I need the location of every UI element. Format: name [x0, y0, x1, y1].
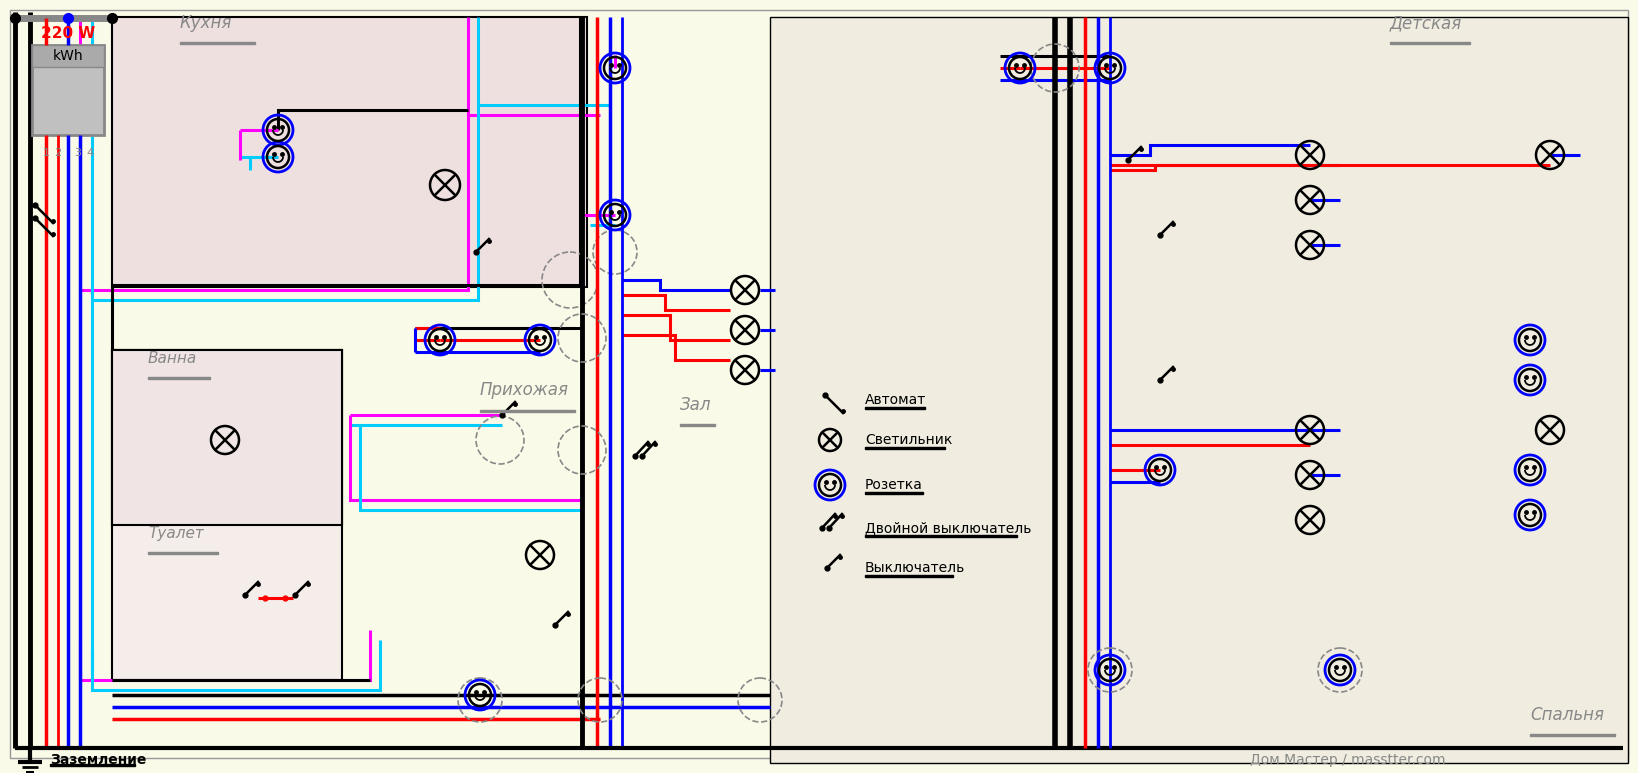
Text: Спальня: Спальня — [1530, 706, 1604, 724]
Text: Светильник: Светильник — [865, 433, 952, 447]
Bar — [180, 42, 256, 43]
Bar — [480, 410, 575, 411]
Text: Розетка: Розетка — [865, 478, 922, 492]
Text: Автомат: Автомат — [865, 393, 925, 407]
Bar — [865, 492, 922, 493]
Text: Прихожая: Прихожая — [480, 381, 568, 399]
Text: 1: 1 — [43, 148, 49, 158]
Text: kWh: kWh — [52, 49, 84, 63]
Bar — [865, 447, 945, 448]
Text: 2: 2 — [54, 148, 62, 158]
Bar — [111, 350, 342, 525]
Bar — [111, 350, 342, 525]
Text: Двойной выключатель: Двойной выключатель — [865, 521, 1032, 535]
Text: Детская: Детская — [1391, 14, 1463, 32]
Bar — [111, 17, 586, 287]
Text: Кухня: Кухня — [180, 14, 233, 32]
Text: 4: 4 — [87, 148, 93, 158]
Text: 220 W: 220 W — [41, 26, 95, 40]
Bar — [865, 407, 925, 408]
Text: Заземление: Заземление — [51, 753, 146, 767]
Bar — [33, 45, 103, 67]
Bar — [680, 424, 716, 425]
Text: Туалет: Туалет — [147, 526, 203, 541]
Text: 3: 3 — [74, 148, 82, 158]
Bar — [147, 552, 218, 553]
Bar — [770, 17, 1628, 763]
Bar — [1530, 734, 1615, 735]
Bar — [147, 377, 210, 379]
Text: Дом Мастер / masstter.com: Дом Мастер / masstter.com — [1250, 753, 1445, 767]
Bar — [33, 45, 103, 135]
Text: Выключатель: Выключатель — [865, 561, 965, 575]
Bar — [51, 764, 134, 765]
Text: Ванна: Ванна — [147, 351, 197, 366]
Bar — [865, 575, 953, 577]
Text: Зал: Зал — [680, 396, 711, 414]
Bar — [111, 350, 342, 680]
Bar — [865, 535, 1017, 536]
Bar — [1391, 42, 1469, 43]
